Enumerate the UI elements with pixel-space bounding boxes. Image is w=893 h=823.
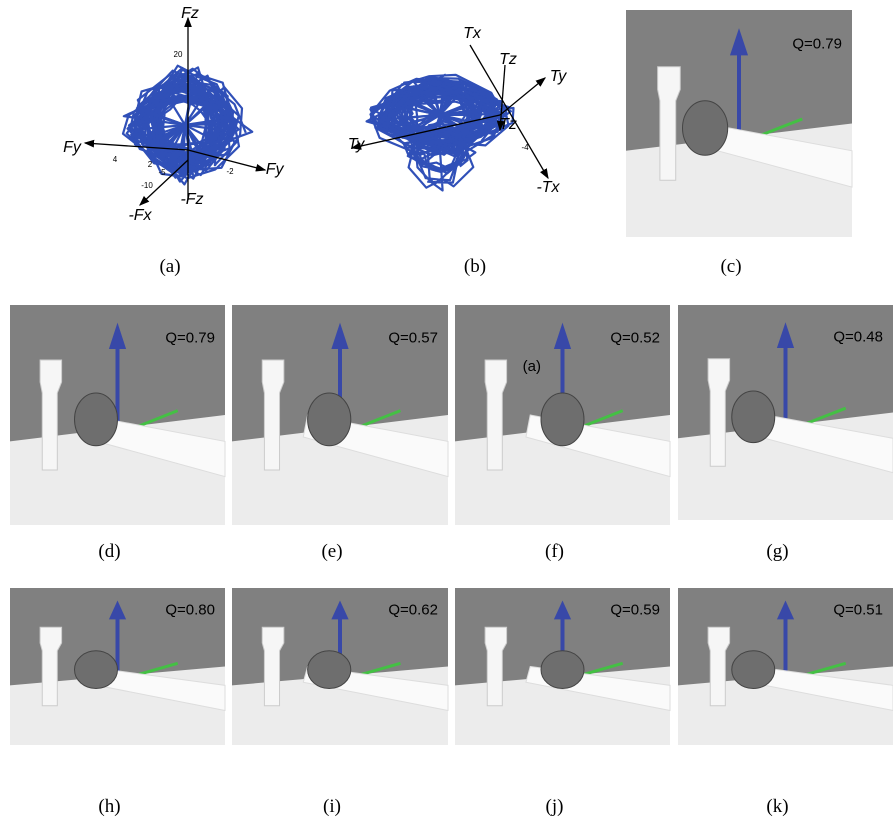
tick-label: -4	[521, 143, 529, 152]
axis-label: -Fz	[180, 191, 203, 208]
q-value: Q=0.52	[610, 329, 660, 346]
axis-label: Tx	[463, 25, 482, 42]
caption: (d)	[98, 541, 120, 562]
axis-label: Ty	[348, 136, 366, 153]
q-value: Q=0.79	[792, 36, 842, 53]
scene: Q=0.79	[626, 10, 852, 237]
hand	[683, 101, 728, 155]
axis-label: -Fx	[128, 207, 152, 224]
q-value: Q=0.48	[833, 329, 883, 346]
axis-label: -Fy	[260, 161, 284, 178]
q-value: Q=0.79	[165, 329, 215, 346]
caption: (g)	[766, 541, 788, 562]
hand	[308, 651, 351, 689]
scene: Q=0.62	[232, 588, 448, 745]
annotation: (a)	[523, 358, 541, 375]
hand	[75, 393, 118, 446]
caption: (j)	[546, 796, 564, 817]
scene: Q=0.79	[10, 305, 225, 525]
hand	[541, 393, 584, 446]
q-value: Q=0.80	[165, 602, 215, 619]
q-value: Q=0.62	[388, 602, 438, 619]
axis-label: -Tx	[536, 179, 560, 196]
hand	[541, 651, 584, 689]
scene: Q=0.80	[10, 588, 225, 745]
caption: (a)	[159, 256, 180, 277]
figure: Fz Fy -Fy -Fx -Fz 20 4 2 -5 -2 -10 Tx Tz Ty Ty Tz -Tx -4 (…	[0, 0, 893, 823]
hand	[75, 651, 118, 689]
tick-label: 2	[148, 160, 153, 169]
scene: Q=0.59	[455, 588, 670, 745]
caption: (f)	[545, 541, 564, 562]
tick-label: -10	[141, 181, 153, 190]
caption: (i)	[323, 796, 341, 817]
tick-label: 4	[113, 155, 118, 164]
axis-line	[500, 78, 545, 115]
axis-label: Tz	[499, 116, 517, 133]
hand	[732, 651, 775, 689]
hand	[732, 391, 775, 443]
hand	[308, 393, 351, 446]
axis-label: Ty	[550, 68, 568, 85]
q-value: Q=0.57	[388, 329, 438, 346]
axis-label: Fy	[63, 139, 82, 156]
scene: Q=0.57	[232, 305, 448, 525]
tick-label: -5	[158, 168, 166, 177]
tick-label: -2	[226, 167, 234, 176]
axis-label: Tz	[499, 51, 517, 68]
axis-label: Fz	[181, 5, 199, 22]
tick-label: 20	[174, 50, 183, 59]
scene: Q=0.48	[678, 305, 893, 520]
scene: Q=0.51	[678, 588, 893, 745]
scene: Q=0.52 (a)	[455, 305, 670, 525]
caption: (h)	[98, 796, 120, 817]
caption: (k)	[766, 796, 788, 817]
caption: (c)	[720, 256, 741, 277]
caption: (b)	[464, 256, 486, 277]
q-value: Q=0.51	[833, 602, 883, 619]
q-value: Q=0.59	[610, 602, 660, 619]
caption: (e)	[321, 541, 342, 562]
